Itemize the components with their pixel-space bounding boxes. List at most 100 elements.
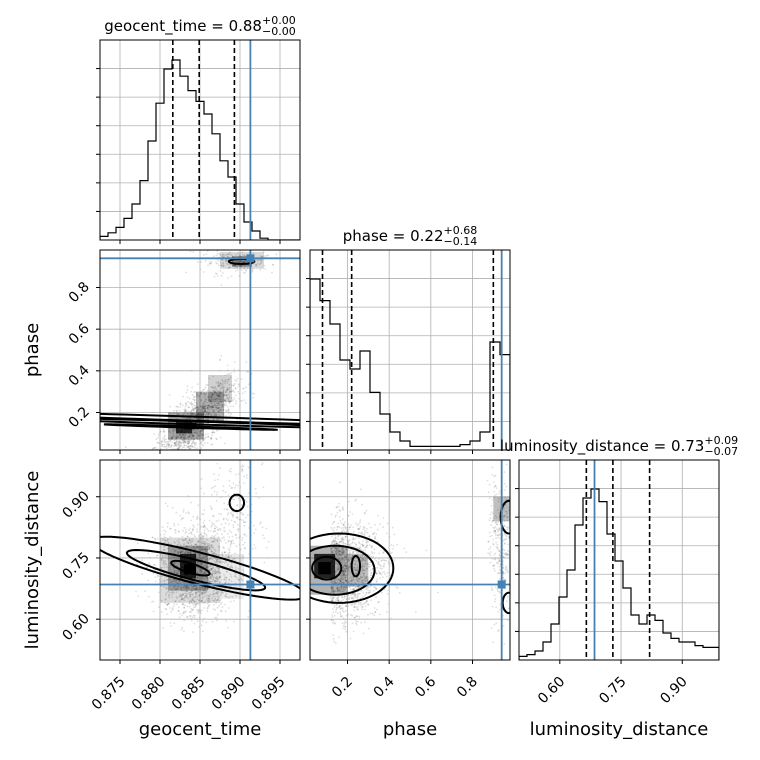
sample-point xyxy=(164,598,167,601)
sample-point xyxy=(335,542,338,545)
sample-point xyxy=(228,579,230,582)
sample-point xyxy=(200,569,203,571)
sample-point xyxy=(178,441,180,444)
sample-point xyxy=(212,608,215,611)
sample-point xyxy=(342,567,345,570)
sample-point xyxy=(197,612,199,614)
sample-point xyxy=(352,588,355,591)
sample-point xyxy=(212,546,215,549)
sample-point xyxy=(181,433,184,436)
sample-point xyxy=(337,568,339,571)
sample-point xyxy=(173,550,176,552)
sample-point xyxy=(217,558,219,561)
sample-point xyxy=(361,566,364,568)
sample-point xyxy=(232,524,235,527)
sample-point xyxy=(196,393,199,395)
sample-point xyxy=(224,379,227,381)
sample-point xyxy=(168,578,171,581)
sample-point xyxy=(149,477,151,479)
sample-point xyxy=(494,558,497,561)
sample-point xyxy=(187,585,190,588)
sample-point xyxy=(223,526,226,529)
sample-point xyxy=(355,572,358,575)
sample-point xyxy=(336,587,339,590)
sample-point xyxy=(223,562,226,564)
sample-point xyxy=(263,537,266,540)
sample-point xyxy=(234,270,237,272)
sample-point xyxy=(499,572,502,574)
sample-point xyxy=(214,398,217,401)
sample-point xyxy=(176,540,179,542)
sample-point xyxy=(165,563,168,566)
sample-point xyxy=(339,605,342,607)
sample-point xyxy=(505,535,508,538)
sample-point xyxy=(207,404,210,406)
sample-point xyxy=(252,252,255,255)
sample-point xyxy=(200,546,203,548)
sample-point xyxy=(215,616,218,619)
sample-point xyxy=(229,432,231,434)
sample-point xyxy=(192,546,195,549)
sample-point xyxy=(225,410,228,412)
sample-point xyxy=(197,535,200,538)
sample-point xyxy=(195,602,198,605)
sample-point xyxy=(160,443,163,445)
sample-point xyxy=(341,553,344,556)
sample-point xyxy=(200,447,203,449)
sample-point xyxy=(216,577,219,580)
sample-point xyxy=(214,581,216,584)
sample-point xyxy=(337,590,340,593)
sample-point xyxy=(218,395,221,397)
sample-point xyxy=(341,581,344,584)
sample-point xyxy=(192,599,195,602)
sample-point xyxy=(194,548,197,551)
sample-point xyxy=(228,378,230,381)
sample-point xyxy=(497,563,499,565)
sample-point xyxy=(361,543,364,546)
sample-point xyxy=(204,407,207,410)
sample-point xyxy=(362,533,365,536)
sample-point xyxy=(229,390,231,393)
sample-point xyxy=(498,492,501,495)
sample-point xyxy=(340,573,343,576)
sample-point xyxy=(344,559,347,561)
sample-point xyxy=(255,264,258,266)
sample-point xyxy=(343,591,345,593)
sample-point xyxy=(330,585,333,588)
sample-point xyxy=(203,589,205,592)
sample-point xyxy=(212,540,214,543)
sample-point xyxy=(178,441,181,444)
sample-point xyxy=(502,508,505,510)
sample-point xyxy=(183,599,186,602)
sample-point xyxy=(206,555,208,558)
sample-point xyxy=(371,552,374,555)
sample-point xyxy=(216,532,219,535)
sample-point xyxy=(209,262,212,265)
sample-point xyxy=(340,607,343,610)
sample-point xyxy=(195,589,197,592)
sample-point xyxy=(337,564,340,566)
sample-point xyxy=(216,571,219,573)
sample-point xyxy=(214,538,217,541)
sample-point xyxy=(196,428,198,431)
sample-point xyxy=(357,537,360,539)
sample-point xyxy=(359,521,361,524)
sample-point xyxy=(201,548,204,551)
sample-point xyxy=(353,566,356,569)
sample-point xyxy=(232,264,235,267)
sample-point xyxy=(202,406,205,409)
sample-point xyxy=(341,506,344,509)
sample-point xyxy=(364,593,367,596)
sample-point xyxy=(153,466,155,468)
sample-point xyxy=(168,446,171,448)
sample-point xyxy=(332,608,334,610)
sample-point xyxy=(219,359,222,362)
sample-point xyxy=(491,520,494,523)
sample-point xyxy=(359,525,362,528)
sample-point xyxy=(352,577,355,579)
sample-point xyxy=(240,265,242,268)
sample-point xyxy=(353,595,356,598)
sample-point xyxy=(211,597,213,599)
sample-point xyxy=(360,576,362,579)
sample-point xyxy=(191,441,194,444)
